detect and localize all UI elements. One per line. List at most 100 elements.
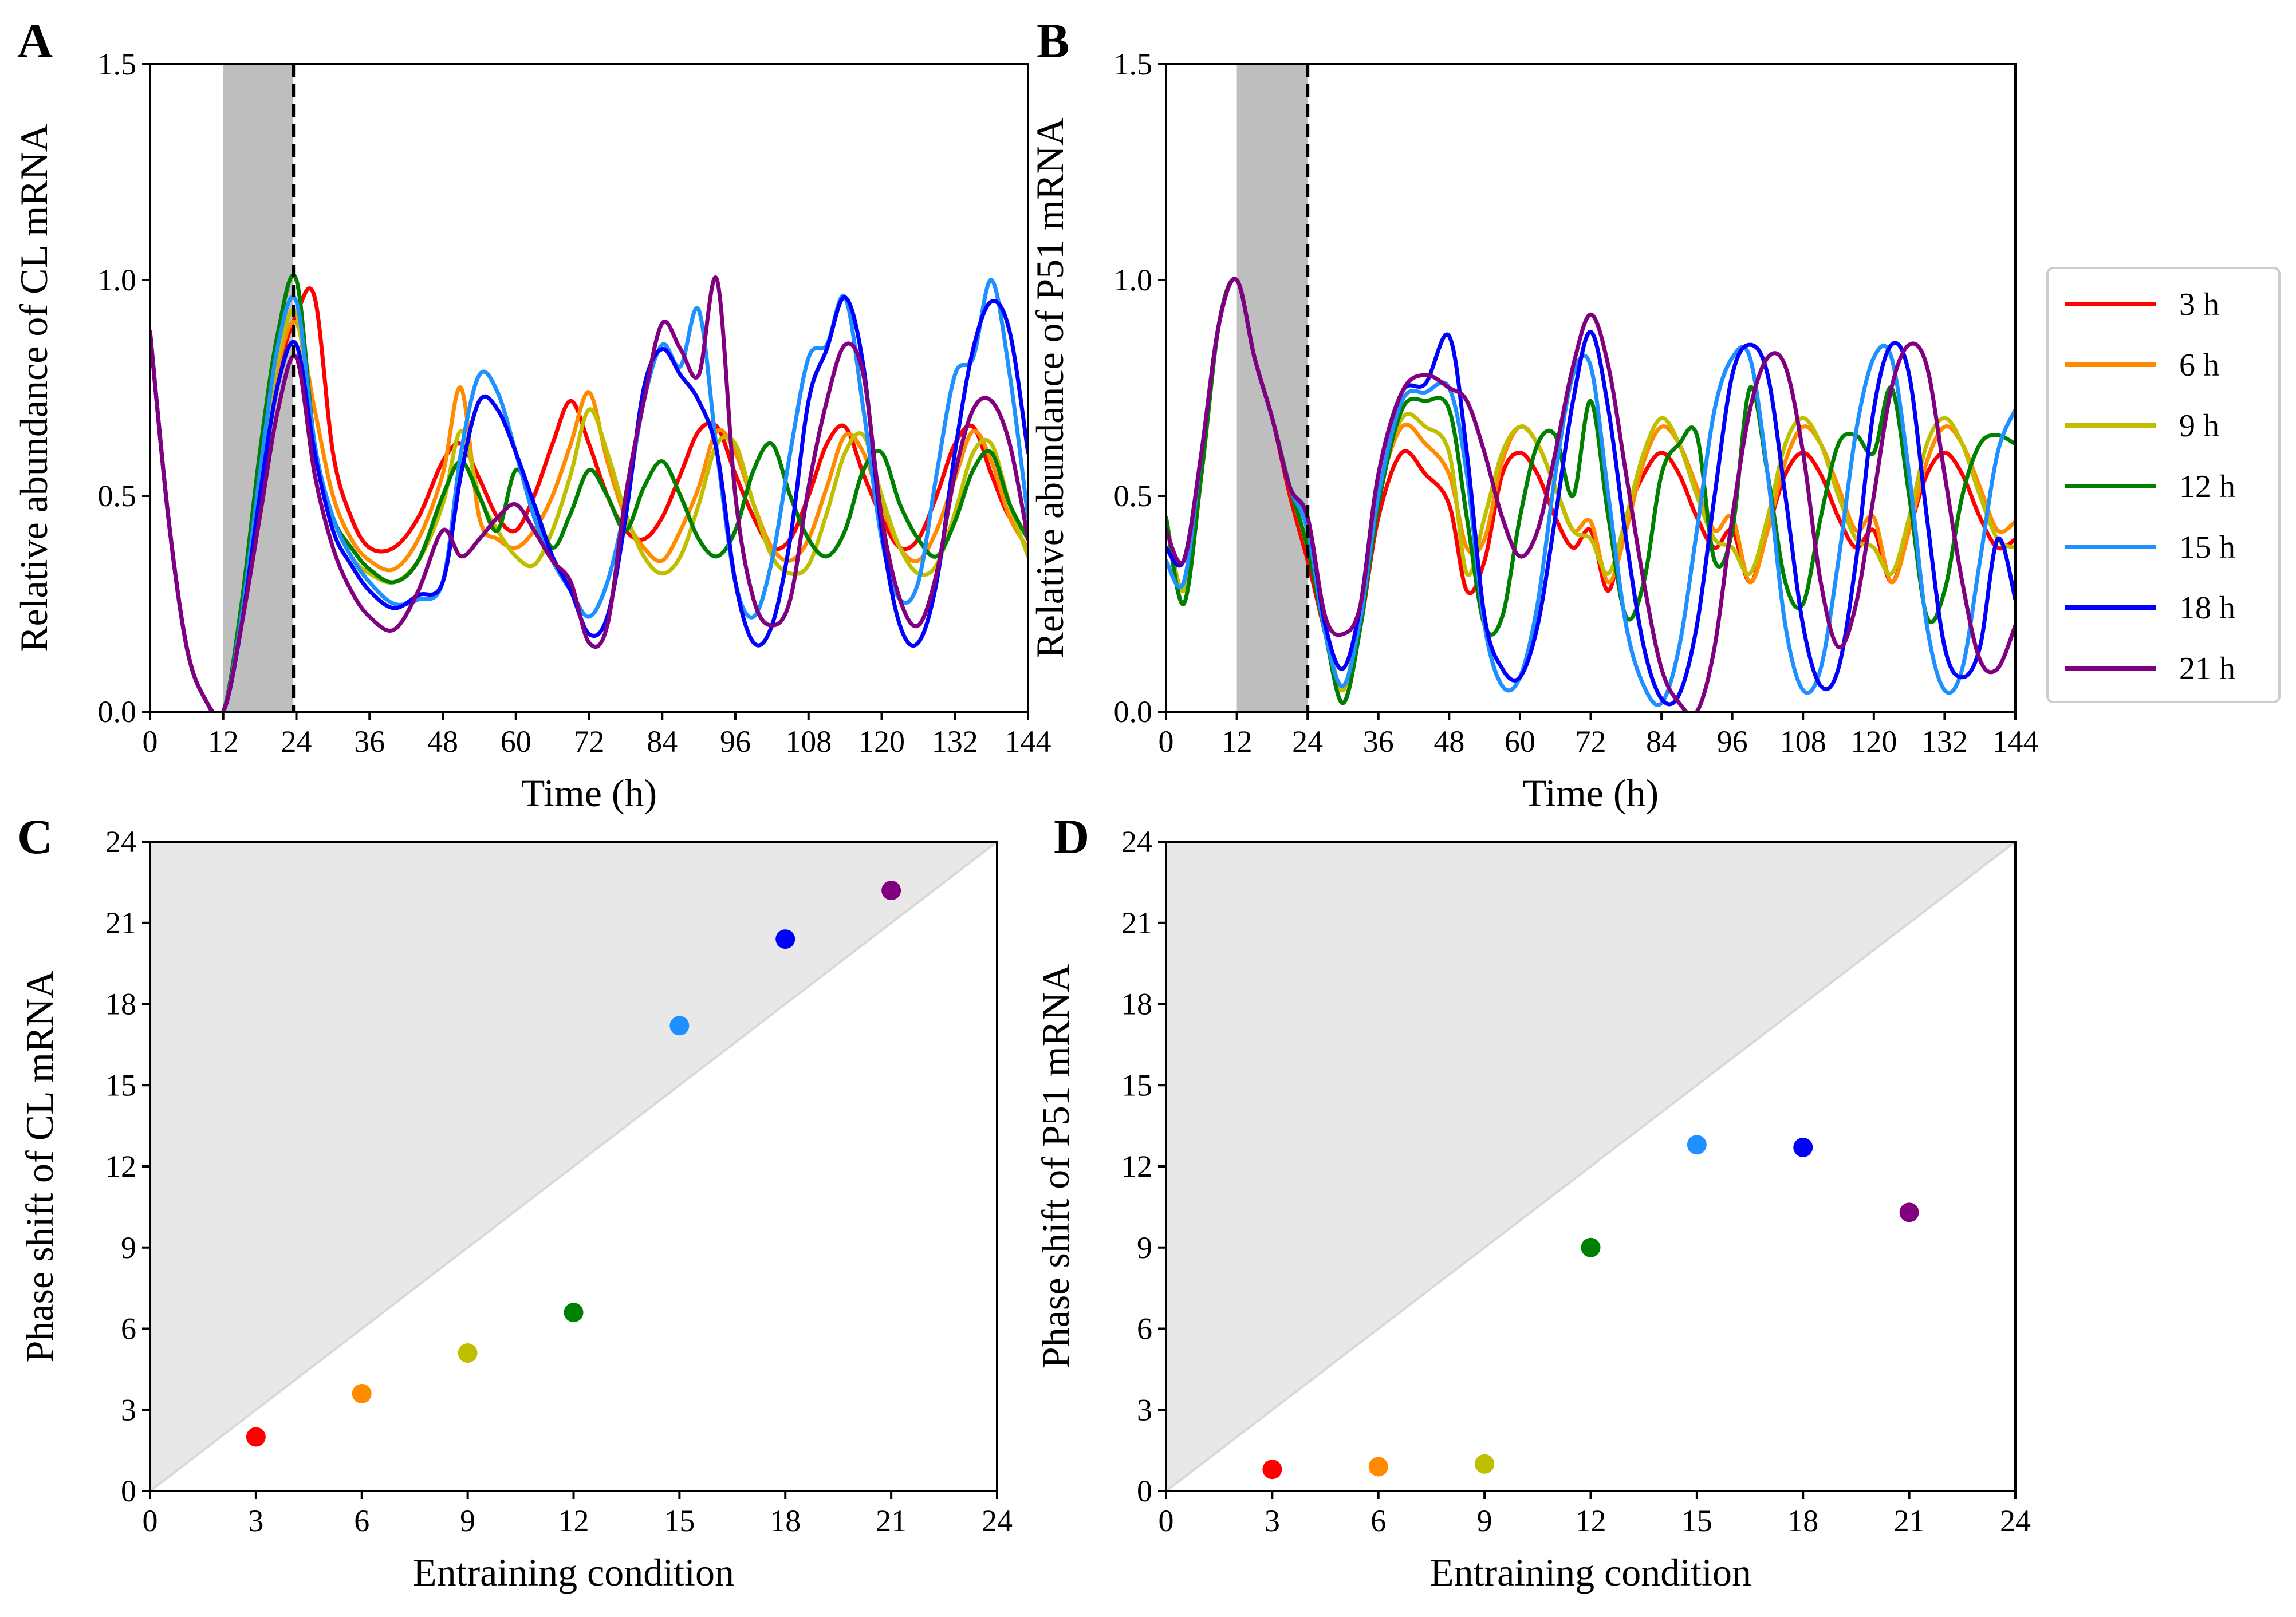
x-tick-label: 24 <box>1292 724 1323 759</box>
scatter-point-21h <box>881 881 901 901</box>
y-tick-label: 1.5 <box>1114 47 1153 81</box>
panel-c: 0 3 6 9 12 15 18 21 24 0 3 6 9 12 15 18 21 24 Entraining c… <box>17 809 1013 1594</box>
y-tick-label: 1.0 <box>1114 263 1153 297</box>
x-tick-label: 0 <box>1159 1504 1174 1538</box>
scatter-point-15h <box>669 1016 690 1036</box>
x-tick-label: 0 <box>143 724 158 759</box>
x-tick-label: 108 <box>785 724 832 759</box>
x-tick-label: 24 <box>982 1504 1013 1538</box>
y-tick-label: 12 <box>105 1149 136 1184</box>
x-tick-label: 36 <box>1363 724 1394 759</box>
series-line-12h <box>150 273 1028 712</box>
scatter-point-12h <box>1581 1237 1601 1257</box>
x-tick-label: 15 <box>1681 1504 1712 1538</box>
y-axis-label: Phase shift of CL mRNA <box>18 970 61 1362</box>
scatter-point-6h <box>352 1383 372 1403</box>
x-tick-label: 120 <box>858 724 905 759</box>
y-tick-label: 0.0 <box>1114 695 1153 729</box>
y-axis-label: Phase shift of P51 mRNA <box>1034 964 1077 1368</box>
diagonal-line <box>150 842 997 1491</box>
legend-item: 15 h <box>2065 530 2235 565</box>
x-tick-label: 72 <box>574 724 605 759</box>
x-tick-label: 144 <box>1992 724 2039 759</box>
x-tick-label: 9 <box>460 1504 475 1538</box>
y-tick-label: 9 <box>121 1231 136 1265</box>
y-tick-label: 3 <box>121 1393 136 1427</box>
y-tick-label: 0.5 <box>1114 479 1153 513</box>
x-tick-label: 84 <box>647 724 678 759</box>
y-tick-label: 18 <box>105 987 136 1022</box>
x-tick-label: 24 <box>2000 1504 2031 1538</box>
panel-letter: A <box>17 13 53 68</box>
y-tick-label: 3 <box>1137 1393 1152 1427</box>
x-tick-label: 48 <box>1433 724 1464 759</box>
x-axis-label: Time (h) <box>1523 771 1659 815</box>
x-tick-label: 96 <box>1717 724 1748 759</box>
dark-period-shade <box>1236 64 1308 712</box>
x-axis-label: Time (h) <box>521 771 657 815</box>
y-tick-label: 21 <box>1121 906 1152 940</box>
y-axis-label: Relative abundance of P51 mRNA <box>1028 117 1072 658</box>
x-tick-label: 132 <box>932 724 978 759</box>
diagonal-line <box>1166 842 2015 1491</box>
x-tick-label: 18 <box>1787 1504 1818 1538</box>
legend-label: 3 h <box>2179 287 2219 322</box>
panel-letter: C <box>17 809 53 864</box>
scatter-point-15h <box>1687 1135 1707 1155</box>
scatter-point-3h <box>246 1427 266 1447</box>
y-tick-label: 24 <box>105 825 136 859</box>
x-axis-label: Entraining condition <box>1430 1551 1751 1594</box>
scatter-point-12h <box>564 1303 584 1323</box>
x-tick-label: 6 <box>354 1504 369 1538</box>
x-tick-label: 96 <box>720 724 751 759</box>
y-tick-label: 21 <box>105 906 136 940</box>
x-tick-label: 36 <box>354 724 385 759</box>
plot-area-a <box>150 64 1028 712</box>
y-tick-label: 0 <box>1137 1474 1152 1508</box>
x-tick-label: 21 <box>876 1504 907 1538</box>
legend-label: 18 h <box>2179 590 2235 626</box>
panel-letter: D <box>1054 809 1089 864</box>
scatter-point-9h <box>1475 1454 1495 1474</box>
y-tick-label: 18 <box>1121 987 1152 1022</box>
x-tick-label: 0 <box>143 1504 158 1538</box>
y-tick-label: 0.0 <box>98 695 137 729</box>
y-tick-label: 0.5 <box>98 479 137 513</box>
x-tick-label: 3 <box>1265 1504 1280 1538</box>
x-tick-label: 24 <box>281 724 312 759</box>
x-tick-label: 48 <box>427 724 458 759</box>
y-tick-label: 24 <box>1121 825 1152 859</box>
series-line-21h <box>1166 277 2015 712</box>
y-tick-label: 15 <box>1121 1068 1152 1102</box>
x-tick-label: 12 <box>558 1504 589 1538</box>
y-axis-label: Relative abundance of CL mRNA <box>12 124 56 652</box>
x-tick-label: 144 <box>1005 724 1051 759</box>
legend-label: 12 h <box>2179 469 2235 504</box>
y-tick-label: 1.0 <box>98 263 137 297</box>
x-axis-label: Entraining condition <box>413 1551 734 1594</box>
legend-item: 12 h <box>2065 469 2235 504</box>
legend-label: 6 h <box>2179 348 2219 383</box>
y-tick-label: 6 <box>1137 1312 1152 1346</box>
plot-area-d <box>1166 842 2015 1491</box>
legend-label: 9 h <box>2179 408 2219 444</box>
plot-area-c <box>150 842 997 1491</box>
legend-label: 21 h <box>2179 651 2235 687</box>
scatter-point-18h <box>775 929 795 949</box>
x-tick-label: 60 <box>1505 724 1535 759</box>
series-line-21h <box>150 275 1028 712</box>
legend-item: 3 h <box>2065 287 2219 322</box>
x-tick-label: 0 <box>1159 724 1174 759</box>
panel-b: 0 12 24 36 48 60 72 84 96 108 120 132 144 0.0 0.5 1.0 1.… <box>1028 13 2039 815</box>
x-tick-label: 120 <box>1850 724 1897 759</box>
x-tick-label: 6 <box>1370 1504 1386 1538</box>
panel-a: 0 12 24 36 48 60 72 84 96 108 120 132 144 0.0 0.5 1.0 1.… <box>12 13 1051 815</box>
y-tick-label: 9 <box>1137 1231 1152 1265</box>
scatter-point-21h <box>1899 1202 1919 1222</box>
x-tick-label: 12 <box>1222 724 1253 759</box>
legend-item: 21 h <box>2065 651 2235 687</box>
x-tick-label: 3 <box>248 1504 263 1538</box>
scatter-point-6h <box>1368 1457 1388 1477</box>
x-tick-label: 18 <box>770 1504 801 1538</box>
